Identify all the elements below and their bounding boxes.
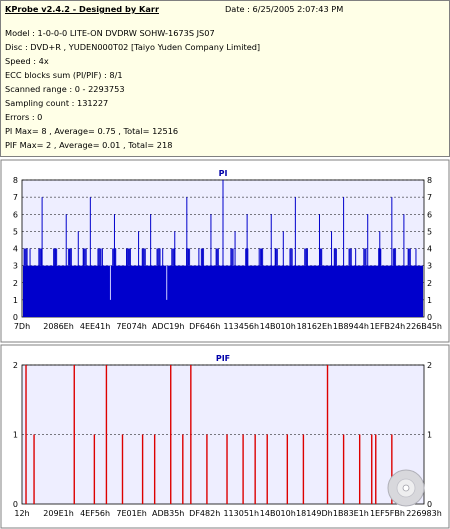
scan-date: Date : 6/25/2005 2:07:43 PM	[225, 4, 344, 14]
ecc-line: ECC blocks sum (PI/PIF) : 8/1	[5, 70, 123, 80]
pif-x-tick-label: 1EF5FBh	[370, 509, 405, 518]
disc-line: Disc : DVD+R , YUDEN000T02 [Taiyo Yuden …	[5, 42, 261, 52]
pif-y-tick-label-left: 0	[13, 500, 18, 509]
range-line: Scanned range : 0 - 2293753	[5, 84, 125, 94]
pi-y-tick-label-left: 5	[13, 227, 18, 236]
pi-x-tick-label: 7Dh	[14, 322, 30, 331]
pi-x-tick-label: 113456h	[223, 322, 259, 331]
pi-title: PI	[219, 169, 228, 178]
pif-summary-line: PIF Max= 2 , Average= 0.01 , Total= 218	[5, 140, 173, 150]
info-panel: KProbe v2.4.2 - Designed by Karr Date : …	[0, 0, 450, 157]
pif-x-tick-label: 18149Dh	[296, 509, 333, 518]
pif-series	[25, 365, 393, 504]
pi-y-tick-label-left: 3	[13, 262, 18, 271]
pi-y-tick-label-right: 4	[427, 245, 432, 254]
pi-y-tick-label-right: 6	[427, 210, 432, 219]
pif-y-tick-label-left: 2	[13, 361, 18, 370]
pi-chart: PI 0 0 1 1 2 2 3 3 4 4 5 5 6 6 7 7 8 8 7Dh 2086Eh 4EE41h 7E074…	[0, 159, 450, 343]
pi-x-tick-label: ADC19h	[152, 322, 184, 331]
pif-x-tick-label: 209E1h	[43, 509, 73, 518]
pi-x-tick-label: 4EE41h	[80, 322, 110, 331]
pif-x-tick-label: 7E01Eh	[116, 509, 146, 518]
pif-title: PIF	[216, 354, 230, 363]
pif-chart: PIF 0 0 1 1 2 2 12h 209E1h 4EF56h 7E01Eh ADB35h DF48…	[0, 344, 450, 529]
pi-x-tick-label: 14B010h	[260, 322, 296, 331]
disc-logo-hole	[402, 484, 410, 492]
pi-x-tick-label: 1B8944h	[333, 322, 369, 331]
pi-y-tick-label-left: 8	[13, 176, 18, 185]
pi-series	[23, 180, 423, 317]
pi-y-tick-label-left: 1	[13, 296, 18, 305]
pif-x-tick-label: 113051h	[223, 509, 259, 518]
pi-x-tick-label: 18162Eh	[297, 322, 333, 331]
pi-y-tick-label-right: 7	[427, 193, 432, 202]
pi-x-tick-label: 1EFB24h	[370, 322, 405, 331]
sampling-line: Sampling count : 131227	[5, 98, 109, 108]
pif-x-tick-label: 14B010h	[260, 509, 296, 518]
pi-x-tick-label: 7E074h	[116, 322, 146, 331]
pif-x-tick-label: 4EF56h	[80, 509, 110, 518]
pif-x-tick-label: 12h	[14, 509, 29, 518]
pi-summary-line: PI Max= 8 , Average= 0.75 , Total= 12516	[5, 126, 179, 136]
pi-x-tick-label: 226B45h	[406, 322, 442, 331]
pi-y-tick-label-left: 6	[13, 210, 18, 219]
pi-x-tick-label: 2086Eh	[43, 322, 73, 331]
pif-y-tick-label-left: 1	[13, 431, 18, 440]
pif-x-tick-label: 226983h	[406, 509, 442, 518]
app-title: KProbe v2.4.2 - Designed by Karr	[5, 4, 159, 14]
pi-y-tick-label-right: 0	[427, 313, 432, 322]
pif-y-tick-label-right: 2	[427, 361, 432, 370]
pi-y-tick-label-right: 2	[427, 279, 432, 288]
errors-line: Errors : 0	[5, 112, 43, 122]
pif-y-tick-label-right: 0	[427, 500, 432, 509]
pi-y-tick-label-left: 4	[13, 245, 18, 254]
pif-x-tick-label: DF482h	[189, 509, 220, 518]
pi-y-tick-label-right: 8	[427, 176, 432, 185]
pi-y-tick-label-left: 2	[13, 279, 18, 288]
pif-y-tick-label-right: 1	[427, 431, 432, 440]
pi-x-tick-label: DF646h	[189, 322, 220, 331]
pi-y-tick-label-right: 1	[427, 296, 432, 305]
model-line: Model : 1-0-0-0 LITE-ON DVDRW SOHW-1673S…	[5, 28, 215, 38]
pi-y-tick-label-right: 5	[427, 227, 432, 236]
pi-y-tick-label-left: 0	[13, 313, 18, 322]
pif-x-tick-label: ADB35h	[152, 509, 184, 518]
pi-y-tick-label-right: 3	[427, 262, 432, 271]
speed-line: Speed : 4x	[5, 56, 49, 66]
disc-logo-icon	[387, 469, 425, 507]
pi-y-tick-label-left: 7	[13, 193, 18, 202]
pif-x-tick-label: 1B83E1h	[333, 509, 369, 518]
